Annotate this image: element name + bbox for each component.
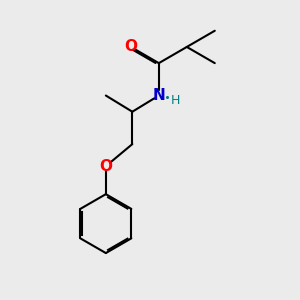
Text: H: H — [170, 94, 180, 107]
Text: N: N — [152, 88, 165, 103]
Text: O: O — [124, 39, 137, 54]
Text: O: O — [99, 159, 112, 174]
